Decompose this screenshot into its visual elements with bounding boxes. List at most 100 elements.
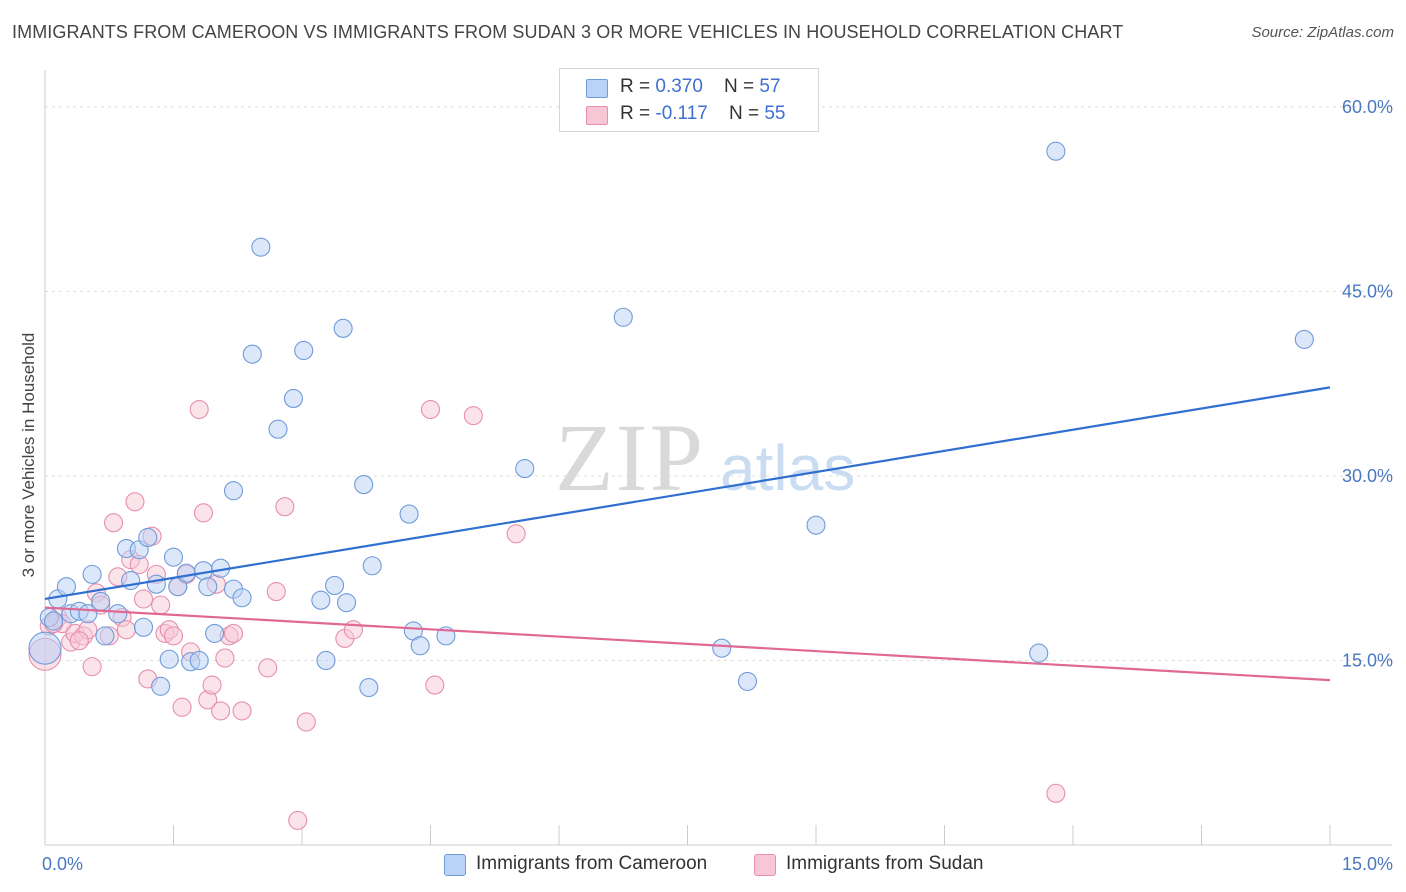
cameroon-point: [325, 575, 345, 595]
sudan-point: [82, 657, 102, 677]
chart-title: IMMIGRANTS FROM CAMEROON VS IMMIGRANTS F…: [12, 22, 1124, 42]
sudan-point: [463, 406, 483, 426]
sudan-point: [69, 631, 89, 651]
cameroon-point: [712, 638, 732, 658]
zipatlas-watermark: ZIP atlas: [555, 404, 855, 511]
y-axis-label: 3 or more Vehicles in Household: [19, 333, 38, 578]
cameroon-point: [108, 604, 128, 624]
sudan-point: [223, 623, 244, 643]
cameroon-point: [1294, 329, 1314, 349]
sudan-swatch: [586, 106, 608, 125]
x-tick-label: 0.0%: [42, 854, 83, 874]
cameroon-point: [515, 459, 535, 479]
sudan-point: [133, 589, 154, 609]
cameroon-point: [159, 649, 179, 669]
legend-r-label: R =: [620, 103, 656, 124]
cameroon-point: [189, 650, 209, 671]
y-tick-label: 15.0%: [1342, 650, 1393, 670]
cameroon-points: [28, 141, 1314, 698]
cameroon-point: [806, 515, 826, 535]
sudan-point: [172, 697, 192, 717]
watermark-zip: ZIP: [555, 404, 705, 511]
legend-item-label: Immigrants from Sudan: [786, 853, 984, 874]
cameroon-swatch: [444, 854, 466, 876]
legend-n-value: 55: [764, 103, 786, 124]
cameroon-point: [1046, 141, 1066, 161]
cameroon-point: [91, 591, 111, 611]
cameroon-point: [242, 344, 262, 364]
cameroon-point: [311, 590, 331, 610]
cameroon-point: [163, 547, 184, 567]
cameroon-point: [82, 564, 102, 584]
legend-n-label: N =: [724, 76, 760, 97]
sudan-point: [1046, 783, 1066, 803]
sudan-point: [193, 503, 214, 523]
cameroon-point: [359, 677, 379, 698]
cameroon-point: [613, 307, 633, 327]
sudan-swatch: [754, 854, 776, 876]
cameroon-point: [1029, 643, 1049, 663]
legend-n-label: N =: [728, 103, 765, 124]
watermark-atlas: atlas: [720, 432, 855, 504]
cameroon-point: [146, 574, 166, 594]
sudan-point: [296, 712, 316, 732]
legend-r-value: 0.370: [655, 76, 703, 97]
correlation-legend: R = 0.370 N = 57 R = -0.117 N = 55: [559, 68, 819, 132]
legend-item-label: Immigrants from Cameroon: [476, 853, 708, 874]
sudan-point: [288, 810, 308, 830]
cameroon-point: [193, 561, 214, 581]
cameroon-trend-line: [44, 386, 1331, 601]
y-tick-label: 30.0%: [1342, 466, 1393, 486]
sudan-point: [151, 595, 171, 615]
sudan-point: [506, 524, 526, 544]
cameroon-point: [28, 631, 62, 665]
sudan-point: [103, 513, 124, 533]
sudan-point: [275, 497, 295, 517]
sudan-point: [215, 648, 235, 668]
tick-labels: 15.0% 30.0% 45.0% 60.0% 0.0% 15.0%: [42, 97, 1393, 874]
cameroon-point: [737, 671, 758, 691]
cameroon-point: [362, 556, 382, 576]
cameroon-point: [138, 527, 158, 548]
cameroon-point: [56, 577, 76, 597]
cameroon-point: [251, 237, 271, 257]
sudan-point: [425, 675, 445, 695]
cameroon-point: [44, 611, 64, 631]
cameroon-point: [399, 504, 419, 524]
sudan-point: [163, 626, 184, 646]
legend-r-value: -0.117: [655, 103, 708, 124]
cameroon-point: [232, 588, 252, 608]
cameroon-point: [294, 340, 314, 361]
sudan-point: [116, 620, 136, 640]
sudan-point: [202, 675, 222, 695]
cameroon-point: [410, 636, 430, 656]
sudan-point: [232, 701, 252, 721]
cameroon-point: [176, 563, 196, 583]
cameroon-point: [223, 481, 244, 501]
cameroon-swatch: [586, 79, 608, 98]
y-tick-label: 60.0%: [1342, 97, 1393, 117]
cameroon-point: [151, 676, 171, 696]
sudan-point: [266, 582, 286, 602]
sudan-point: [189, 399, 209, 420]
cameroon-point: [133, 617, 154, 637]
cameroon-point: [354, 475, 374, 495]
cameroon-point: [283, 388, 303, 409]
cameroon-point: [268, 419, 288, 439]
sudan-point: [343, 620, 363, 640]
sudan-point: [420, 399, 441, 420]
cameroon-point: [198, 577, 218, 597]
legend-n-value: 57: [759, 76, 781, 97]
sudan-point: [125, 492, 145, 512]
legend-r-label: R =: [620, 76, 656, 97]
y-tick-label: 45.0%: [1342, 281, 1393, 301]
sudan-trend-line: [44, 606, 1331, 682]
cameroon-point: [316, 650, 336, 671]
series-legend: Immigrants from Cameroon Immigrants from…: [0, 852, 1406, 878]
cameroon-point: [205, 623, 225, 643]
x-tick-label: 15.0%: [1342, 854, 1393, 874]
cameroon-point: [95, 626, 115, 646]
sudan-point: [211, 701, 231, 721]
sudan-point: [258, 658, 278, 678]
